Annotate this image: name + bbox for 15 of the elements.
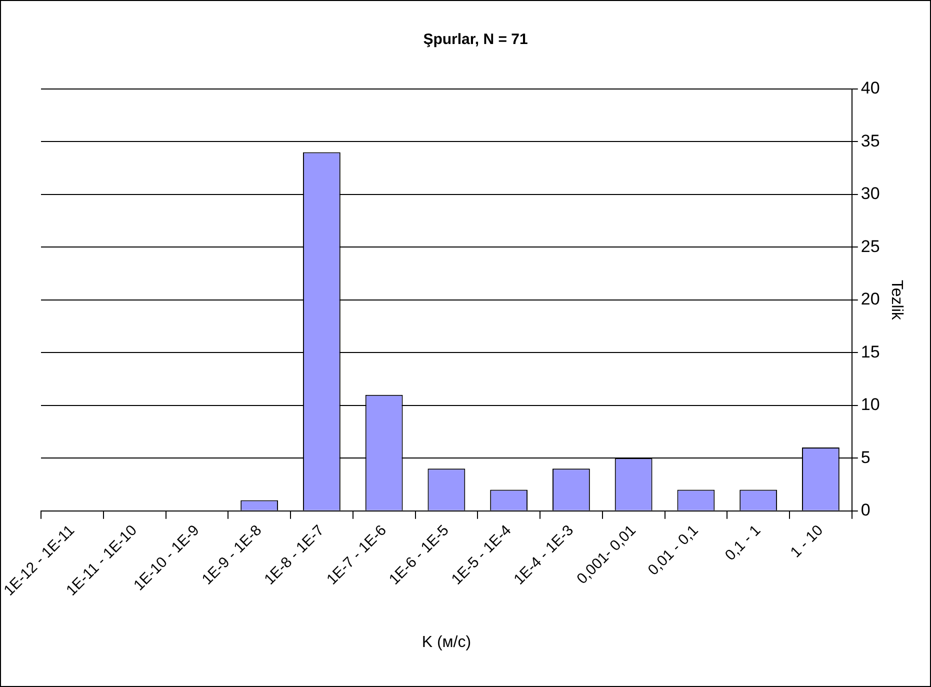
y-tick-label: 40 (860, 78, 880, 98)
y-tick-label: 5 (860, 448, 870, 467)
y-axis-title: Tezlik (888, 280, 905, 321)
y-tick-label: 30 (860, 184, 880, 204)
y-tick-label: 0 (860, 500, 870, 520)
y-tick-label: 10 (860, 395, 880, 414)
y-tick-label: 15 (860, 342, 880, 362)
x-tick-label: 0,01 - 0,1 (644, 522, 702, 579)
y-tick-label: 35 (860, 131, 880, 150)
x-tick-label: 0,1 - 1 (722, 522, 764, 564)
chart-title: Şpurlar, N = 71 (423, 31, 528, 48)
y-tick-label: 25 (860, 236, 880, 256)
y-tick-label: 20 (860, 290, 880, 309)
x-axis-title: K (м/с) (422, 634, 472, 651)
x-tick-label: 1 - 10 (787, 522, 826, 562)
